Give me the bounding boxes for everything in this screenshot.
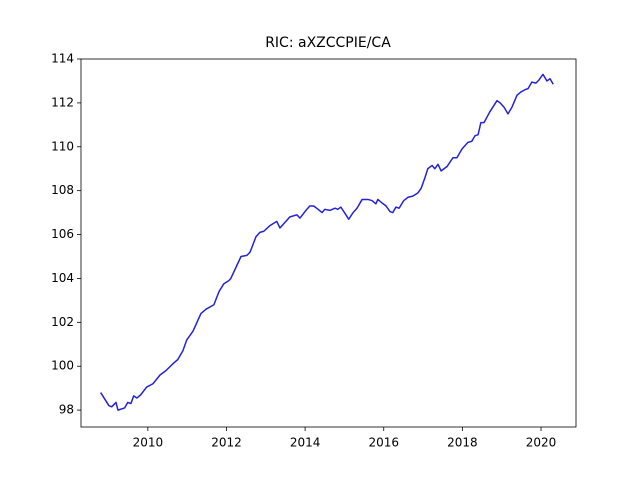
x-tick-label: 2012 — [211, 436, 242, 450]
y-tick-label: 100 — [51, 359, 74, 373]
chart-title: RIC: aXZCCPIE/CA — [265, 35, 391, 51]
y-tick-label: 112 — [51, 95, 74, 109]
x-tick-label: 2010 — [133, 436, 164, 450]
x-tick-label: 2020 — [526, 436, 557, 450]
y-tick-label: 106 — [51, 227, 74, 241]
y-tick-label: 114 — [51, 52, 74, 66]
y-tick-label: 104 — [51, 271, 74, 285]
plot-frame — [80, 58, 577, 428]
x-tick-label: 2014 — [290, 436, 321, 450]
y-tick-label: 102 — [51, 315, 74, 329]
data-line — [100, 73, 554, 411]
y-tick-label: 98 — [59, 403, 74, 417]
x-tick-label: 2016 — [368, 436, 399, 450]
x-tick-label: 2018 — [447, 436, 478, 450]
y-tick-label: 110 — [51, 139, 74, 153]
y-tick-label: 108 — [51, 183, 74, 197]
